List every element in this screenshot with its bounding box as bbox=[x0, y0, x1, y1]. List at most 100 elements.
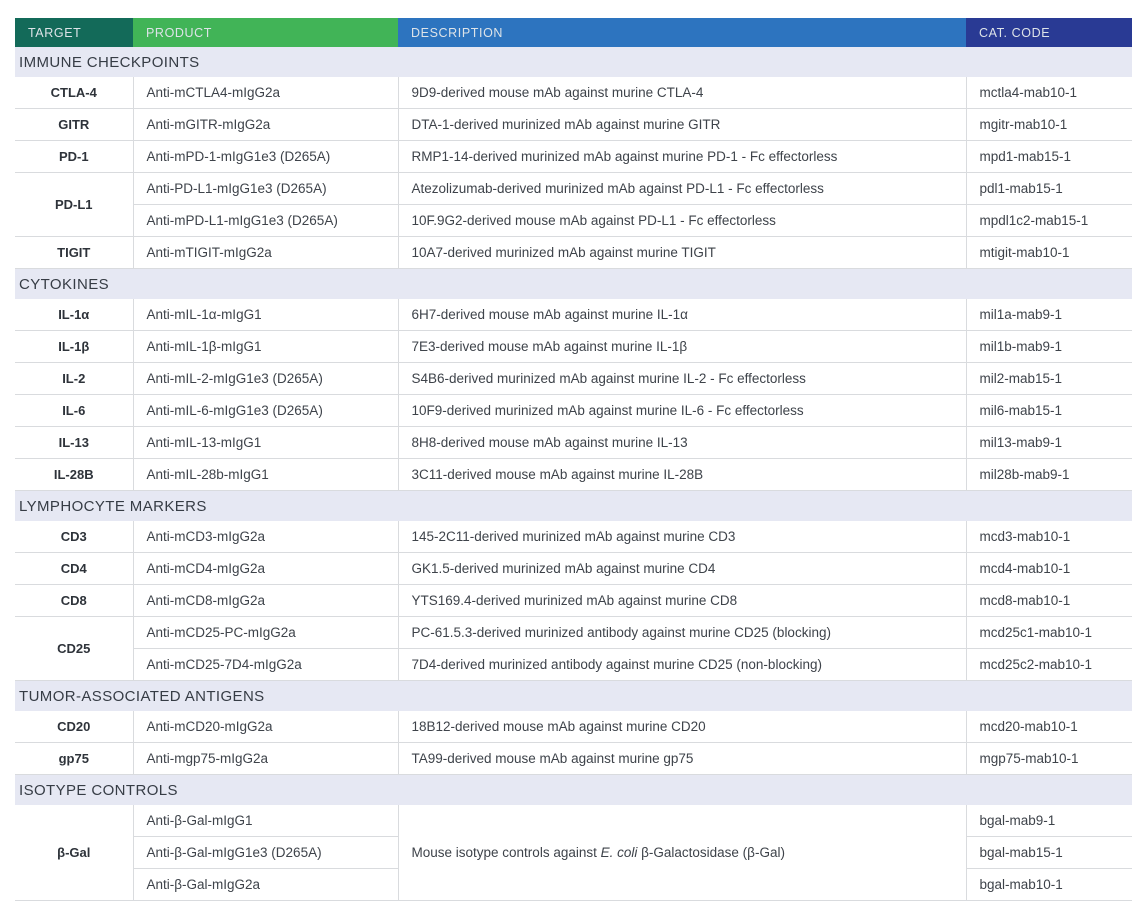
product-cell: Anti-mPD-1-mIgG1e3 (D265A) bbox=[132, 140, 398, 173]
target-cell: gp75 bbox=[15, 742, 133, 775]
product-cell: Anti-β-Gal-mIgG1e3 (D265A) bbox=[132, 836, 398, 869]
description-cell: 10F9-derived murinized mAb against murin… bbox=[397, 394, 966, 427]
product-cell: Anti-mCD25-7D4-mIgG2a bbox=[132, 648, 398, 681]
table-row: CTLA-4 Anti-mCTLA4-mIgG2a 9D9-derived mous… bbox=[15, 77, 1132, 109]
column-header-row: TARGET PRODUCT DESCRIPTION CAT. CODE bbox=[15, 18, 1132, 47]
catcode-cell: mcd4-mab10-1 bbox=[965, 552, 1132, 585]
product-cell: Anti-mCD4-mIgG2a bbox=[132, 552, 398, 585]
table-row: TIGIT Anti-mTIGIT-mIgG2a 10A7-derived muri… bbox=[15, 236, 1132, 269]
description-cell: 9D9-derived mouse mAb against murine CTL… bbox=[397, 77, 966, 109]
product-cell: Anti-mIL-28b-mIgG1 bbox=[132, 458, 398, 491]
column-header-cat-code: CAT. CODE bbox=[966, 18, 1132, 47]
catcode-cell: bgal-mab15-1 bbox=[965, 836, 1132, 869]
section-header-row: TUMOR-ASSOCIATED ANTIGENS bbox=[15, 680, 1132, 711]
catcode-cell: bgal-mab9-1 bbox=[965, 805, 1132, 837]
description-cell-merged: Mouse isotype controls against E. coli β… bbox=[397, 805, 966, 901]
table-row: IL-1α Anti-mIL-1α-mIgG1 6H7-derived mouse … bbox=[15, 299, 1132, 331]
catcode-cell: mtigit-mab10-1 bbox=[965, 236, 1132, 269]
product-cell: Anti-mCD25-PC-mIgG2a bbox=[132, 616, 398, 649]
product-cell: Anti-mCTLA4-mIgG2a bbox=[132, 77, 398, 109]
description-cell: 6H7-derived mouse mAb against murine IL-… bbox=[397, 299, 966, 331]
description-cell: GK1.5-derived murinized mAb against muri… bbox=[397, 552, 966, 585]
description-cell: S4B6-derived murinized mAb against murin… bbox=[397, 362, 966, 395]
catcode-cell: mcd3-mab10-1 bbox=[965, 521, 1132, 553]
description-cell: 10A7-derived murinized mAb against murin… bbox=[397, 236, 966, 269]
table-row: Anti-mCD25-7D4-mIgG2a 7D4-derived muriniz… bbox=[15, 648, 1132, 681]
table-row: gp75 Anti-mgp75-mIgG2a TA99-derived mouse … bbox=[15, 742, 1132, 775]
product-cell: Anti-β-Gal-mIgG2a bbox=[132, 868, 398, 901]
catcode-cell: bgal-mab10-1 bbox=[965, 868, 1132, 901]
target-cell: IL-6 bbox=[15, 394, 133, 427]
description-cell: 7E3-derived mouse mAb against murine IL-… bbox=[397, 330, 966, 363]
table-row: CD8 Anti-mCD8-mIgG2a YTS169.4-derived muri… bbox=[15, 584, 1132, 617]
description-cell: 7D4-derived murinized antibody against m… bbox=[397, 648, 966, 681]
target-cell: PD-1 bbox=[15, 140, 133, 173]
description-text: β-Galactosidase (β-Gal) bbox=[637, 845, 785, 860]
table-row: Anti-mPD-L1-mIgG1e3 (D265A) 10F.9G2-deriv… bbox=[15, 204, 1132, 237]
description-cell: DTA-1-derived murinized mAb against muri… bbox=[397, 108, 966, 141]
product-cell: Anti-mGITR-mIgG2a bbox=[132, 108, 398, 141]
product-cell: Anti-mTIGIT-mIgG2a bbox=[132, 236, 398, 269]
target-cell: IL-28B bbox=[15, 458, 133, 491]
description-cell: 3C11-derived mouse mAb against murine IL… bbox=[397, 458, 966, 491]
product-cell: Anti-mIL-1α-mIgG1 bbox=[132, 299, 398, 331]
column-header-target: TARGET bbox=[15, 18, 133, 47]
catcode-cell: mil1b-mab9-1 bbox=[965, 330, 1132, 363]
product-cell: Anti-β-Gal-mIgG1 bbox=[132, 805, 398, 837]
target-cell: β-Gal bbox=[15, 805, 133, 901]
target-cell: CD25 bbox=[15, 616, 133, 681]
table-row: IL-1β Anti-mIL-1β-mIgG1 7E3-derived mouse … bbox=[15, 330, 1132, 363]
product-cell: Anti-mgp75-mIgG2a bbox=[132, 742, 398, 775]
product-cell: Anti-mCD20-mIgG2a bbox=[132, 711, 398, 743]
antibody-products-table: TARGET PRODUCT DESCRIPTION CAT. CODE IMM… bbox=[15, 18, 1132, 901]
catcode-cell: mcd8-mab10-1 bbox=[965, 584, 1132, 617]
description-cell: 8H8-derived mouse mAb against murine IL-… bbox=[397, 426, 966, 459]
catcode-cell: mil1a-mab9-1 bbox=[965, 299, 1132, 331]
target-cell: IL-2 bbox=[15, 362, 133, 395]
description-cell: YTS169.4-derived murinized mAb against m… bbox=[397, 584, 966, 617]
table-body: IMMUNE CHECKPOINTS CTLA-4 Anti-mCTLA4-mIgG… bbox=[15, 47, 1132, 901]
product-cell: Anti-mIL-13-mIgG1 bbox=[132, 426, 398, 459]
product-cell: Anti-mCD8-mIgG2a bbox=[132, 584, 398, 617]
table-row: IL-2 Anti-mIL-2-mIgG1e3 (D265A) S4B6-deriv… bbox=[15, 362, 1132, 395]
product-cell: Anti-mCD3-mIgG2a bbox=[132, 521, 398, 553]
catcode-cell: mctla4-mab10-1 bbox=[965, 77, 1132, 109]
description-cell: 18B12-derived mouse mAb against murine C… bbox=[397, 711, 966, 743]
catcode-cell: mcd20-mab10-1 bbox=[965, 711, 1132, 743]
target-cell: CD3 bbox=[15, 521, 133, 553]
target-cell: PD-L1 bbox=[15, 172, 133, 237]
description-cell: RMP1-14-derived murinized mAb against mu… bbox=[397, 140, 966, 173]
product-cell: Anti-mIL-2-mIgG1e3 (D265A) bbox=[132, 362, 398, 395]
catcode-cell: mgitr-mab10-1 bbox=[965, 108, 1132, 141]
column-header-product: PRODUCT bbox=[133, 18, 398, 47]
catcode-cell: mcd25c1-mab10-1 bbox=[965, 616, 1132, 649]
description-cell: PC-61.5.3-derived murinized antibody aga… bbox=[397, 616, 966, 649]
table-row: IL-13 Anti-mIL-13-mIgG1 8H8-derived mouse … bbox=[15, 426, 1132, 459]
description-cell: TA99-derived mouse mAb against murine gp… bbox=[397, 742, 966, 775]
target-cell: CTLA-4 bbox=[15, 77, 133, 109]
table-row: PD-L1 Anti-PD-L1-mIgG1e3 (D265A) Atezolizu… bbox=[15, 172, 1132, 237]
target-cell: IL-1α bbox=[15, 299, 133, 331]
product-cell: Anti-mIL-1β-mIgG1 bbox=[132, 330, 398, 363]
table-row: GITR Anti-mGITR-mIgG2a DTA-1-derived murin… bbox=[15, 108, 1132, 141]
catcode-cell: mil13-mab9-1 bbox=[965, 426, 1132, 459]
target-cell: GITR bbox=[15, 108, 133, 141]
section-header-row: CYTOKINES bbox=[15, 268, 1132, 299]
target-cell: CD20 bbox=[15, 711, 133, 743]
catcode-cell: pdl1-mab15-1 bbox=[965, 172, 1132, 205]
target-cell: TIGIT bbox=[15, 236, 133, 269]
table-row: IL-6 Anti-mIL-6-mIgG1e3 (D265A) 10F9-deriv… bbox=[15, 394, 1132, 427]
section-title: IMMUNE CHECKPOINTS bbox=[15, 47, 1132, 77]
description-cell: 10F.9G2-derived mouse mAb against PD-L1 … bbox=[397, 204, 966, 237]
target-cell: IL-1β bbox=[15, 330, 133, 363]
table-row: CD4 Anti-mCD4-mIgG2a GK1.5-derived muriniz… bbox=[15, 552, 1132, 585]
section-header-row: LYMPHOCYTE MARKERS bbox=[15, 490, 1132, 521]
product-cell: Anti-mIL-6-mIgG1e3 (D265A) bbox=[132, 394, 398, 427]
target-cell: CD8 bbox=[15, 584, 133, 617]
section-header-row: ISOTYPE CONTROLS bbox=[15, 774, 1132, 805]
section-header-row: IMMUNE CHECKPOINTS bbox=[15, 47, 1132, 77]
catcode-cell: mcd25c2-mab10-1 bbox=[965, 648, 1132, 681]
target-cell: CD4 bbox=[15, 552, 133, 585]
table-row: Anti-β-Gal-mIgG1e3 (D265A) bgal-mab15-1 bbox=[15, 836, 1132, 869]
